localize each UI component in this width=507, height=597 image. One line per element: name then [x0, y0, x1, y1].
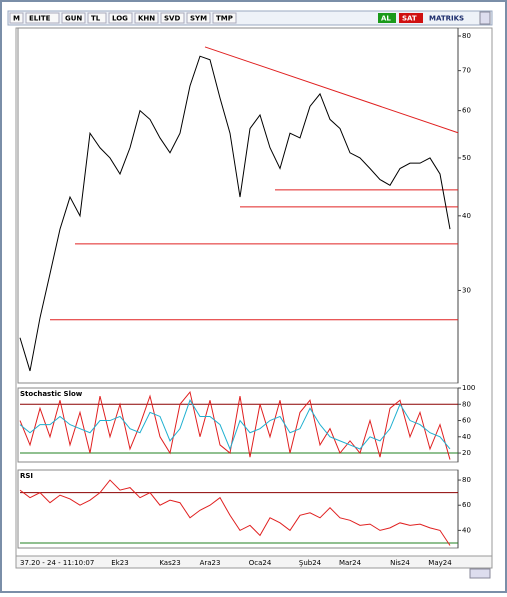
toolbar-button[interactable] [160, 12, 185, 24]
toolbar-label: TMP [216, 15, 233, 23]
y-tick-label: 50 [462, 154, 471, 162]
toolbar-label: SAT [402, 15, 417, 23]
toolbar-button[interactable] [186, 12, 211, 24]
y-tick-label: 100 [462, 384, 475, 392]
x-tick-label: May24 [428, 559, 452, 567]
y-tick-label: 20 [462, 449, 471, 457]
toolbar-label: SYM [190, 15, 207, 23]
x-axis-strip [15, 555, 493, 569]
y-tick-label: 60 [462, 107, 471, 115]
toolbar-button[interactable] [134, 12, 159, 24]
y-tick-label: 40 [462, 526, 471, 534]
x-tick-label: Nis24 [390, 559, 410, 567]
toolbar-label: MATRIKS [429, 15, 464, 23]
y-tick-label: 80 [462, 32, 471, 40]
scroll-button[interactable] [479, 11, 491, 25]
toolbar-button[interactable] [9, 12, 24, 24]
panel-title: RSI [20, 472, 33, 480]
toolbar-label: M [13, 15, 20, 23]
y-tick-label: 70 [462, 67, 471, 75]
toolbar-button[interactable] [378, 13, 396, 23]
y-tick-label: 60 [462, 501, 471, 509]
toolbar-button[interactable] [61, 12, 86, 24]
y-tick-label: 30 [462, 286, 471, 294]
y-tick-label: 80 [462, 400, 471, 408]
y-tick-label: 40 [462, 433, 471, 441]
toolbar-button[interactable] [426, 13, 474, 23]
toolbar-button[interactable] [87, 12, 107, 24]
toolbar-label: ELITE [29, 15, 51, 23]
price-line [19, 55, 451, 372]
toolbar-button[interactable] [108, 12, 133, 24]
trend-line [204, 46, 459, 134]
x-tick-label: Mar24 [339, 559, 362, 567]
x-tick-label: Kas23 [159, 559, 180, 567]
toolbar-button[interactable] [25, 12, 60, 24]
toolbar-label: LOG [112, 15, 128, 23]
x-tick-label: Ek23 [111, 559, 128, 567]
indicator-line [19, 390, 451, 460]
toolbar-label: SVD [164, 15, 180, 23]
toolbar-label: KHN [138, 15, 155, 23]
price-line [19, 479, 451, 546]
y-tick-label: 80 [462, 476, 471, 484]
x-tick-label: Şub24 [299, 559, 322, 567]
toolbar-button[interactable] [212, 12, 237, 24]
toolbar-label: GUN [65, 15, 82, 23]
y-tick-label: 40 [462, 212, 471, 220]
x-tick-label: Oca24 [249, 559, 272, 567]
toolbar-label: TL [91, 15, 101, 23]
panel-title: Stochastic Slow [20, 390, 83, 398]
toolbar-label: AL [381, 15, 391, 23]
toolbar-button[interactable] [399, 13, 423, 23]
indicator-line [19, 399, 451, 451]
status: 37.20 - 24 - 11:10:07 [20, 559, 94, 567]
x-tick-label: Ara23 [200, 559, 221, 567]
y-tick-label: 60 [462, 417, 471, 425]
scroll-button[interactable] [469, 568, 491, 579]
